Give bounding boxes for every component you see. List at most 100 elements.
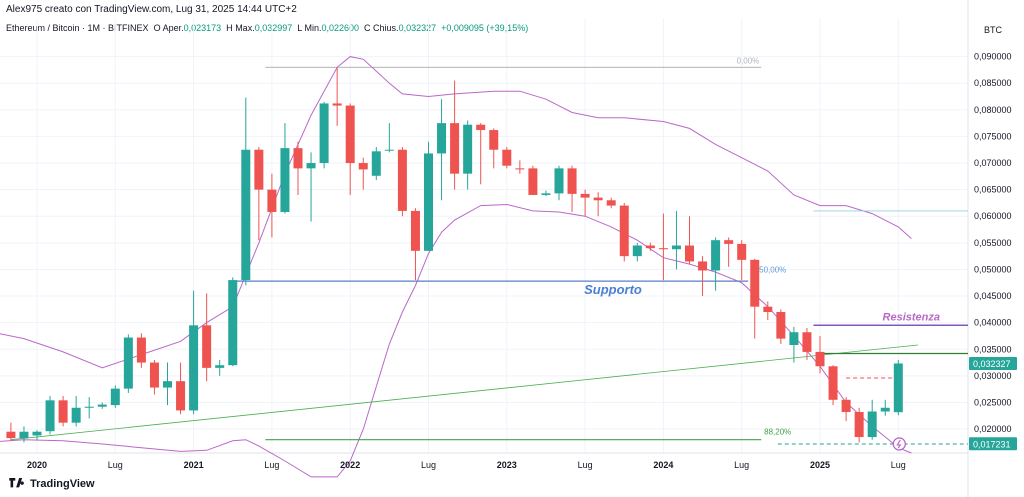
y-tick-label: 0,065000 <box>974 185 1012 195</box>
x-tick-label: Lug <box>734 460 749 470</box>
candle-body <box>306 163 316 169</box>
candle-body <box>32 431 42 436</box>
open-value: 0,023173 <box>183 23 222 33</box>
candle-body <box>202 325 212 368</box>
x-tick-label: 2023 <box>497 460 517 470</box>
candle-body <box>19 431 29 439</box>
candle-body <box>345 105 355 164</box>
symbol-legend: Ethereum / Bitcoin · 1M · BITFINEX O Ape… <box>6 23 528 33</box>
candle-body <box>163 381 172 388</box>
candle-body <box>84 406 94 408</box>
candle-body <box>215 365 225 368</box>
candle-body <box>515 168 525 170</box>
candle-body <box>149 362 159 388</box>
close-label: C <box>364 23 371 33</box>
candle-body <box>528 168 538 195</box>
candle-body <box>97 404 107 407</box>
author-line: Alex975 creato con TradingView.com, Lug … <box>6 4 297 15</box>
candle-body <box>71 407 81 423</box>
y-tick-label: 0,040000 <box>974 318 1012 328</box>
candle-body <box>450 123 460 174</box>
x-tick-label: Lug <box>264 460 279 470</box>
candle-body <box>254 149 264 190</box>
candle-body <box>397 149 407 211</box>
resistance-label: Resistenza <box>883 311 940 323</box>
candle-body <box>854 412 864 438</box>
change-value: +0,009095 (+39,15%) <box>441 23 529 33</box>
x-tick-label: Lug <box>578 460 593 470</box>
candle-body <box>632 245 642 257</box>
candle-body <box>619 205 629 257</box>
candle-body <box>828 366 838 400</box>
candle-body <box>593 197 603 201</box>
candle-body <box>463 124 473 174</box>
candle-body <box>136 337 146 363</box>
candle-body <box>424 153 433 251</box>
candle-body <box>802 332 812 352</box>
fib-label-88: 88,20% <box>764 428 791 437</box>
candle-body <box>371 151 381 176</box>
y-tick-label: 0,080000 <box>974 105 1012 115</box>
y-tick-label: 0,055000 <box>974 238 1012 248</box>
y-tick-label: 0,085000 <box>974 78 1012 88</box>
candle-body <box>737 243 747 260</box>
candle-body <box>332 103 342 106</box>
close-value: 0,032327 <box>398 23 437 33</box>
y-tick-label: 0,060000 <box>974 211 1012 221</box>
price-tag <box>969 437 1017 451</box>
y-tick-label: 0,045000 <box>974 291 1012 301</box>
symbol-name[interactable]: Ethereum / Bitcoin · 1M · BITFINEX <box>6 23 149 33</box>
candle-body <box>606 200 616 206</box>
candle-body <box>724 240 734 244</box>
candle-body <box>489 130 499 150</box>
candle-body <box>671 245 681 250</box>
y-tick-label: 0,090000 <box>974 52 1012 62</box>
fib-label-50: 50,00% <box>759 265 786 274</box>
y-tick-label: 0,070000 <box>974 158 1012 168</box>
y-tick-label: 0,050000 <box>974 264 1012 274</box>
brand-label: TradingView <box>30 478 95 490</box>
candle-body <box>267 189 277 212</box>
candle-body <box>476 124 486 131</box>
candle-body <box>384 149 394 151</box>
y-tick-label: 0,035000 <box>974 344 1012 354</box>
x-tick-label: Lug <box>421 460 436 470</box>
candle-body <box>176 381 186 411</box>
open-label: O <box>153 23 161 33</box>
currency-label: BTC <box>984 25 1003 35</box>
candle-body <box>437 123 447 154</box>
candle-body <box>789 332 799 345</box>
candle-body <box>502 149 512 166</box>
candle-body <box>776 312 786 339</box>
x-tick-label: 2024 <box>653 460 673 470</box>
candle-body <box>580 193 590 198</box>
candle-body <box>358 163 368 170</box>
candle-body <box>685 245 694 262</box>
high-text: Max. <box>235 23 255 33</box>
price-tag-label: 0,017231 <box>973 439 1011 449</box>
candle-body <box>698 261 708 271</box>
high-label: H <box>226 23 233 33</box>
candle-body <box>645 245 655 249</box>
candle-body <box>410 210 420 251</box>
price-tag-label: 0,032327 <box>973 359 1011 369</box>
candle-body <box>815 351 825 367</box>
candle-body <box>228 280 238 366</box>
x-tick-label: Lug <box>891 460 906 470</box>
candle-body <box>763 306 773 313</box>
high-value: 0,032997 <box>254 23 293 33</box>
candle-body <box>711 240 721 271</box>
candle-body <box>123 337 133 389</box>
candle-body <box>110 388 120 406</box>
candle-body <box>567 168 577 194</box>
x-tick-label: 2020 <box>27 460 47 470</box>
candle-body <box>750 259 760 307</box>
candle-body <box>541 193 551 195</box>
tradingview-logo[interactable]: TradingView <box>8 478 95 490</box>
candle-body <box>293 148 303 169</box>
y-tick-label: 0,020000 <box>974 424 1012 434</box>
support-label: Supporto <box>584 282 642 297</box>
bollinger-upper-band <box>0 56 912 369</box>
y-tick-label: 0,075000 <box>974 131 1012 141</box>
